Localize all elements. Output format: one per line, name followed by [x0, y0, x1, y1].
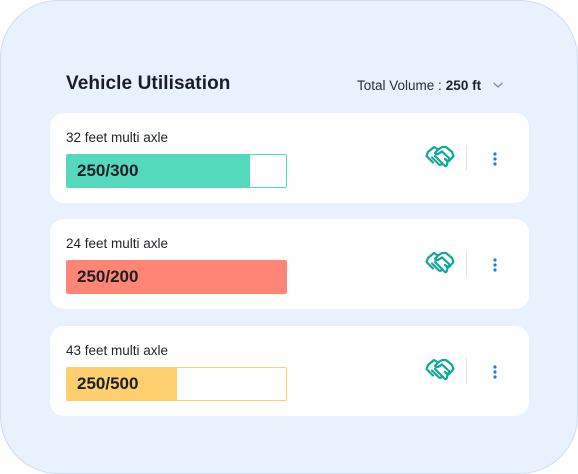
utilisation-bar: 250/500 [66, 367, 287, 401]
divider [466, 358, 467, 384]
page-title: Vehicle Utilisation [66, 73, 231, 94]
chevron-down-icon [493, 82, 503, 89]
utilisation-fill [67, 155, 250, 187]
handshake-icon[interactable] [425, 144, 455, 170]
vehicle-card: 43 feet multi axle 250/500 [50, 326, 529, 416]
utilisation-bar: 250/300 [66, 154, 287, 188]
vehicle-name: 32 feet multi axle [66, 130, 169, 145]
more-vertical-icon[interactable] [485, 149, 505, 169]
handshake-icon[interactable] [425, 250, 455, 276]
total-volume-label: Total Volume : [357, 78, 442, 93]
vehicle-card: 24 feet multi axle 250/200 [50, 219, 529, 309]
utilisation-fill [67, 368, 177, 400]
more-vertical-icon[interactable] [485, 255, 505, 275]
handshake-icon[interactable] [425, 357, 455, 383]
total-volume-value: 250 ft [445, 78, 482, 93]
utilisation-text: 250/500 [77, 374, 139, 393]
utilisation-bar: 250/200 [66, 260, 287, 294]
divider [466, 251, 467, 277]
total-volume-dropdown[interactable]: Total Volume : 250 ft [357, 78, 503, 93]
vehicle-name: 43 feet multi axle [66, 343, 169, 358]
divider [466, 145, 467, 171]
utilisation-text: 250/300 [77, 161, 139, 180]
vehicle-card: 32 feet multi axle 250/300 [50, 113, 529, 203]
utilisation-fill [67, 261, 286, 293]
utilisation-text: 250/200 [77, 267, 139, 286]
vehicle-name: 24 feet multi axle [66, 236, 169, 251]
more-vertical-icon[interactable] [485, 362, 505, 382]
